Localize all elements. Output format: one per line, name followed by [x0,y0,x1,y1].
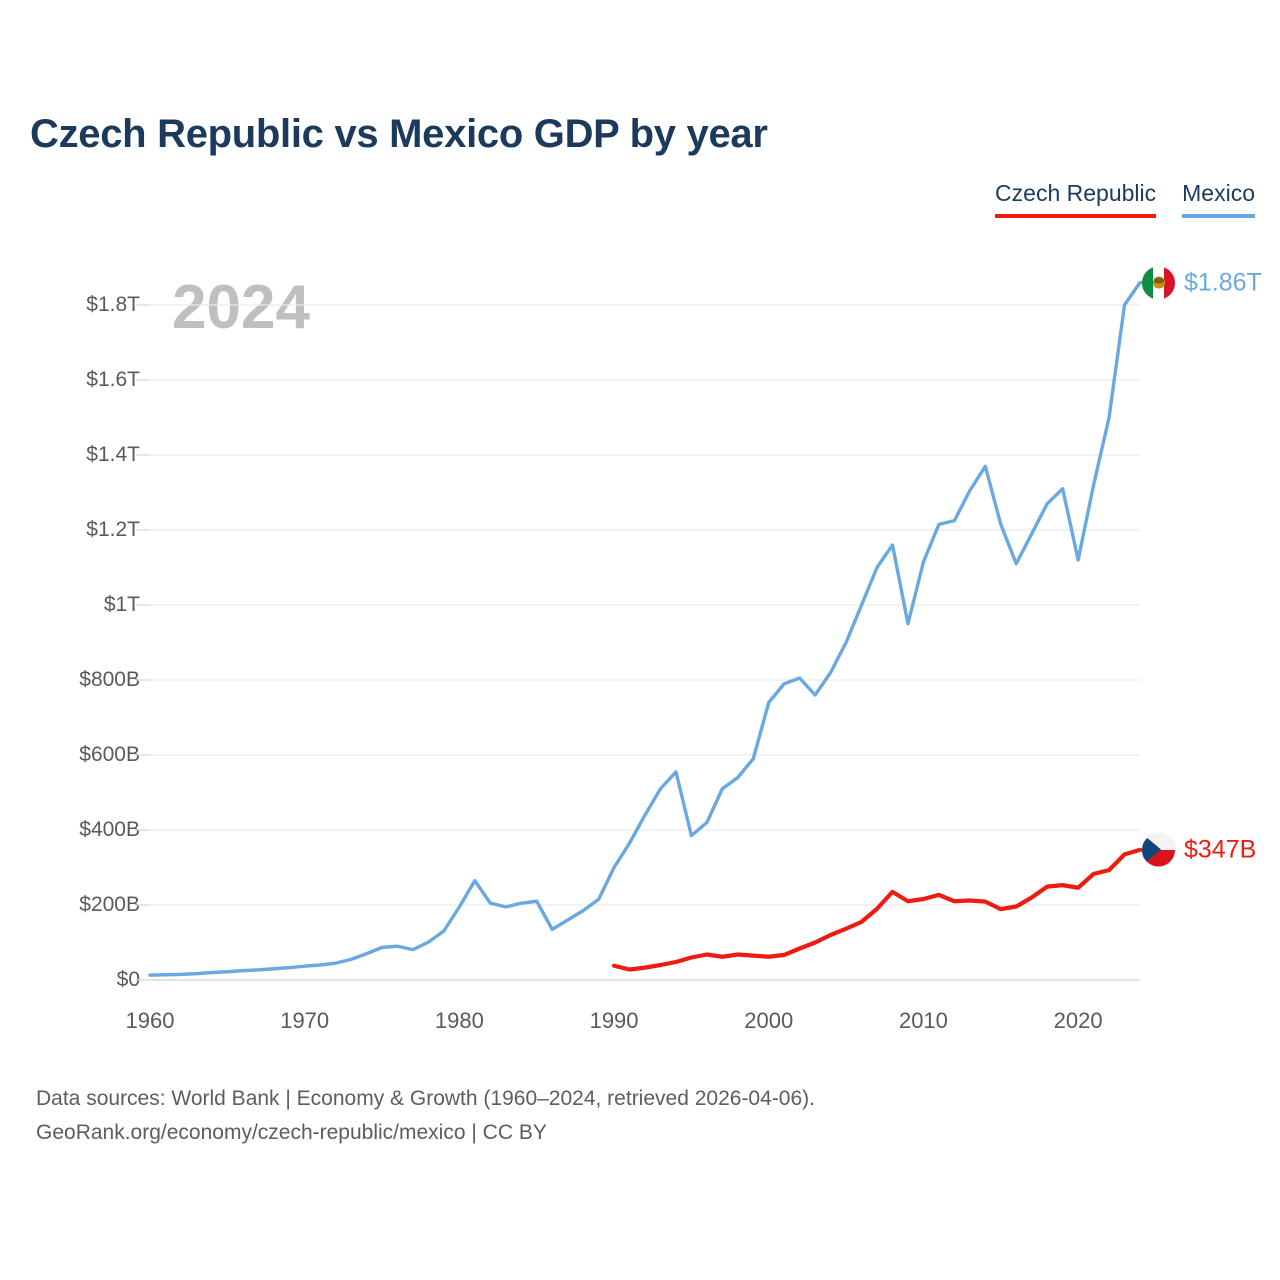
x-tick-label: 1980 [434,1008,484,1033]
y-tick-label: $600B [79,743,140,766]
end-label-mexico: $1.86T [1142,266,1262,299]
y-tick-label: $800B [79,668,140,691]
y-tick-label: $1.8T [86,293,140,316]
plot-area [136,280,1148,981]
y-axis-ticks: $0 $200B $400B $600B $800B $1T $1.2T $1.4T $1.6T… [0,0,140,1280]
end-label-mexico-value: $1.86T [1184,268,1262,296]
y-tick-label: $0 [116,968,140,991]
footer-line-1: Data sources: World Bank | Economy & Gro… [36,1087,815,1110]
chart-legend: Czech Republic Mexico [995,180,1255,218]
end-label-czech-value: $347B [1184,835,1257,864]
czech-republic-flag-icon [1142,833,1175,867]
y-tick-label: $1T [103,593,140,616]
x-tick-label: 2010 [898,1008,948,1033]
x-tick-label: 1960 [125,1008,175,1033]
x-axis-ticks: 1960 1970 1980 1990 2000 2010 2020 [0,1008,1280,1048]
x-tick-label: 1990 [589,1008,639,1033]
footer-note: Data sources: World Bank | Economy & Gro… [36,1082,815,1150]
legend-item-mexico[interactable]: Mexico [1182,180,1255,218]
y-tick-label: $1.6T [86,368,140,391]
year-watermark: 2024 [172,273,310,342]
legend-item-czech-republic[interactable]: Czech Republic [995,180,1157,218]
y-tick-label: $200B [79,893,140,916]
footer-line-2: GeoRank.org/economy/czech-republic/mexic… [36,1121,547,1145]
y-tick-label: $1.4T [86,443,140,466]
x-tick-label: 2000 [744,1008,794,1033]
series-line-czech-republic [611,847,1143,972]
y-tick-label: $400B [79,818,140,841]
end-label-czech-republic: $347B [1142,833,1257,867]
x-tick-label: 2020 [1053,1008,1103,1033]
series-line-mexico [148,280,1142,977]
series-lines [136,280,1148,981]
x-tick-label: 1970 [280,1008,330,1033]
page-title: Czech Republic vs Mexico GDP by year [30,112,768,156]
y-tick-label: $1.2T [86,518,140,541]
mexico-flag-icon [1142,266,1175,299]
